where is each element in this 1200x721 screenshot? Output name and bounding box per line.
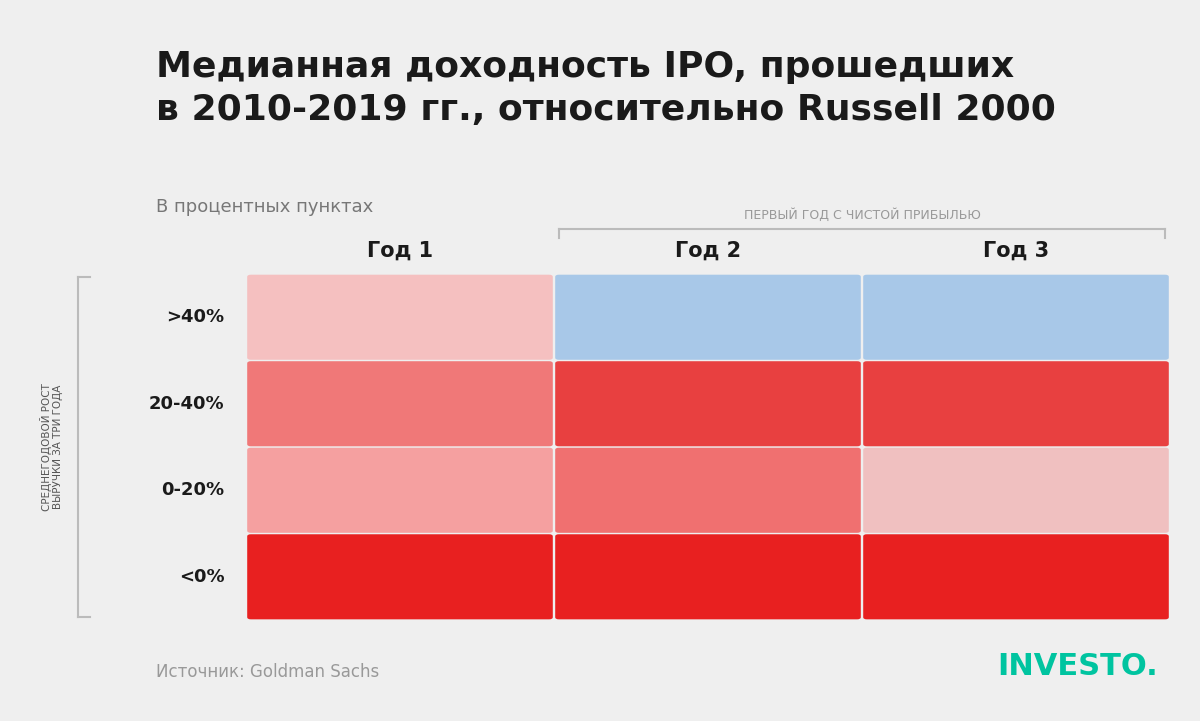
Text: 22: 22 — [998, 305, 1033, 329]
Text: -47: -47 — [994, 565, 1038, 589]
Text: -1: -1 — [386, 305, 414, 329]
Text: INVESTO.: INVESTO. — [997, 653, 1158, 681]
Text: Год 2: Год 2 — [674, 241, 742, 261]
Text: В процентных пунктах: В процентных пунктах — [156, 198, 373, 216]
Text: >40%: >40% — [167, 309, 224, 326]
Text: -44: -44 — [685, 565, 731, 589]
Text: -18: -18 — [377, 478, 422, 503]
Text: СРЕДНЕГОДОВОЙ РОСТ
ВЫРУЧКИ ЗА ТРИ ГОДА: СРЕДНЕГОДОВОЙ РОСТ ВЫРУЧКИ ЗА ТРИ ГОДА — [40, 383, 64, 511]
Text: ПЕРВЫЙ ГОД С ЧИСТОЙ ПРИБЫЛЬЮ: ПЕРВЫЙ ГОД С ЧИСТОЙ ПРИБЫЛЬЮ — [744, 208, 980, 222]
Text: -21: -21 — [994, 392, 1039, 416]
Text: -42: -42 — [378, 565, 422, 589]
Text: 20-40%: 20-40% — [149, 395, 224, 412]
Text: Медианная доходность IPO, прошедших
в 2010-2019 гг., относительно Russell 2000: Медианная доходность IPO, прошедших в 20… — [156, 50, 1056, 127]
Text: -20: -20 — [685, 392, 731, 416]
Text: -5: -5 — [386, 392, 414, 416]
Text: Источник: Goldman Sachs: Источник: Goldman Sachs — [156, 663, 379, 681]
Text: 22: 22 — [691, 305, 725, 329]
Text: <0%: <0% — [179, 568, 224, 585]
Text: Год 3: Год 3 — [983, 241, 1049, 261]
Text: -24: -24 — [994, 478, 1038, 503]
Text: 10: 10 — [690, 478, 726, 503]
Text: 0-20%: 0-20% — [161, 482, 224, 499]
Text: Год 1: Год 1 — [367, 241, 433, 261]
